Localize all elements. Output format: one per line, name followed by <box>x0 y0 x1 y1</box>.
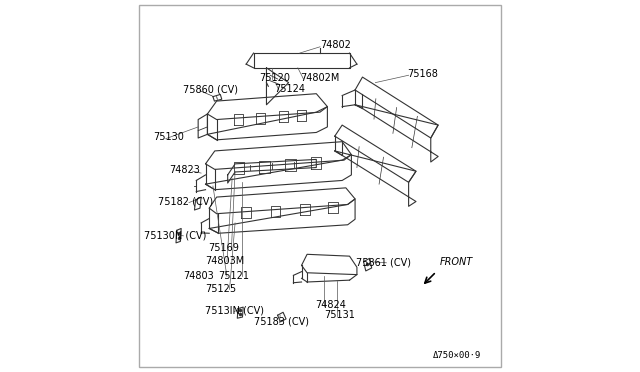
Text: 75120: 75120 <box>259 73 290 83</box>
Text: 75130: 75130 <box>153 132 184 142</box>
Text: 74824: 74824 <box>316 300 346 310</box>
Text: 75131: 75131 <box>324 310 355 320</box>
Text: 74802: 74802 <box>320 40 351 50</box>
Text: FRONT: FRONT <box>440 257 473 267</box>
Text: 75182 (CV): 75182 (CV) <box>158 197 213 207</box>
Text: 75124: 75124 <box>274 84 305 94</box>
Text: 74803M: 74803M <box>205 256 244 266</box>
Text: 74823: 74823 <box>170 166 200 176</box>
Text: 74802M: 74802M <box>300 73 339 83</box>
Text: 75125: 75125 <box>205 283 236 294</box>
Text: 75168: 75168 <box>407 69 438 79</box>
Text: 75861 (CV): 75861 (CV) <box>356 257 411 267</box>
Text: 75169: 75169 <box>209 243 239 253</box>
Text: 75121: 75121 <box>218 271 250 281</box>
Text: 75183 (CV): 75183 (CV) <box>253 317 308 327</box>
Text: 74803: 74803 <box>184 271 214 281</box>
Text: 75860 (CV): 75860 (CV) <box>184 84 238 94</box>
Text: 7513lN (CV): 7513lN (CV) <box>205 306 264 316</box>
Text: 75130N (CV): 75130N (CV) <box>143 230 206 240</box>
Text: Δ750×00·9: Δ750×00·9 <box>433 351 481 360</box>
